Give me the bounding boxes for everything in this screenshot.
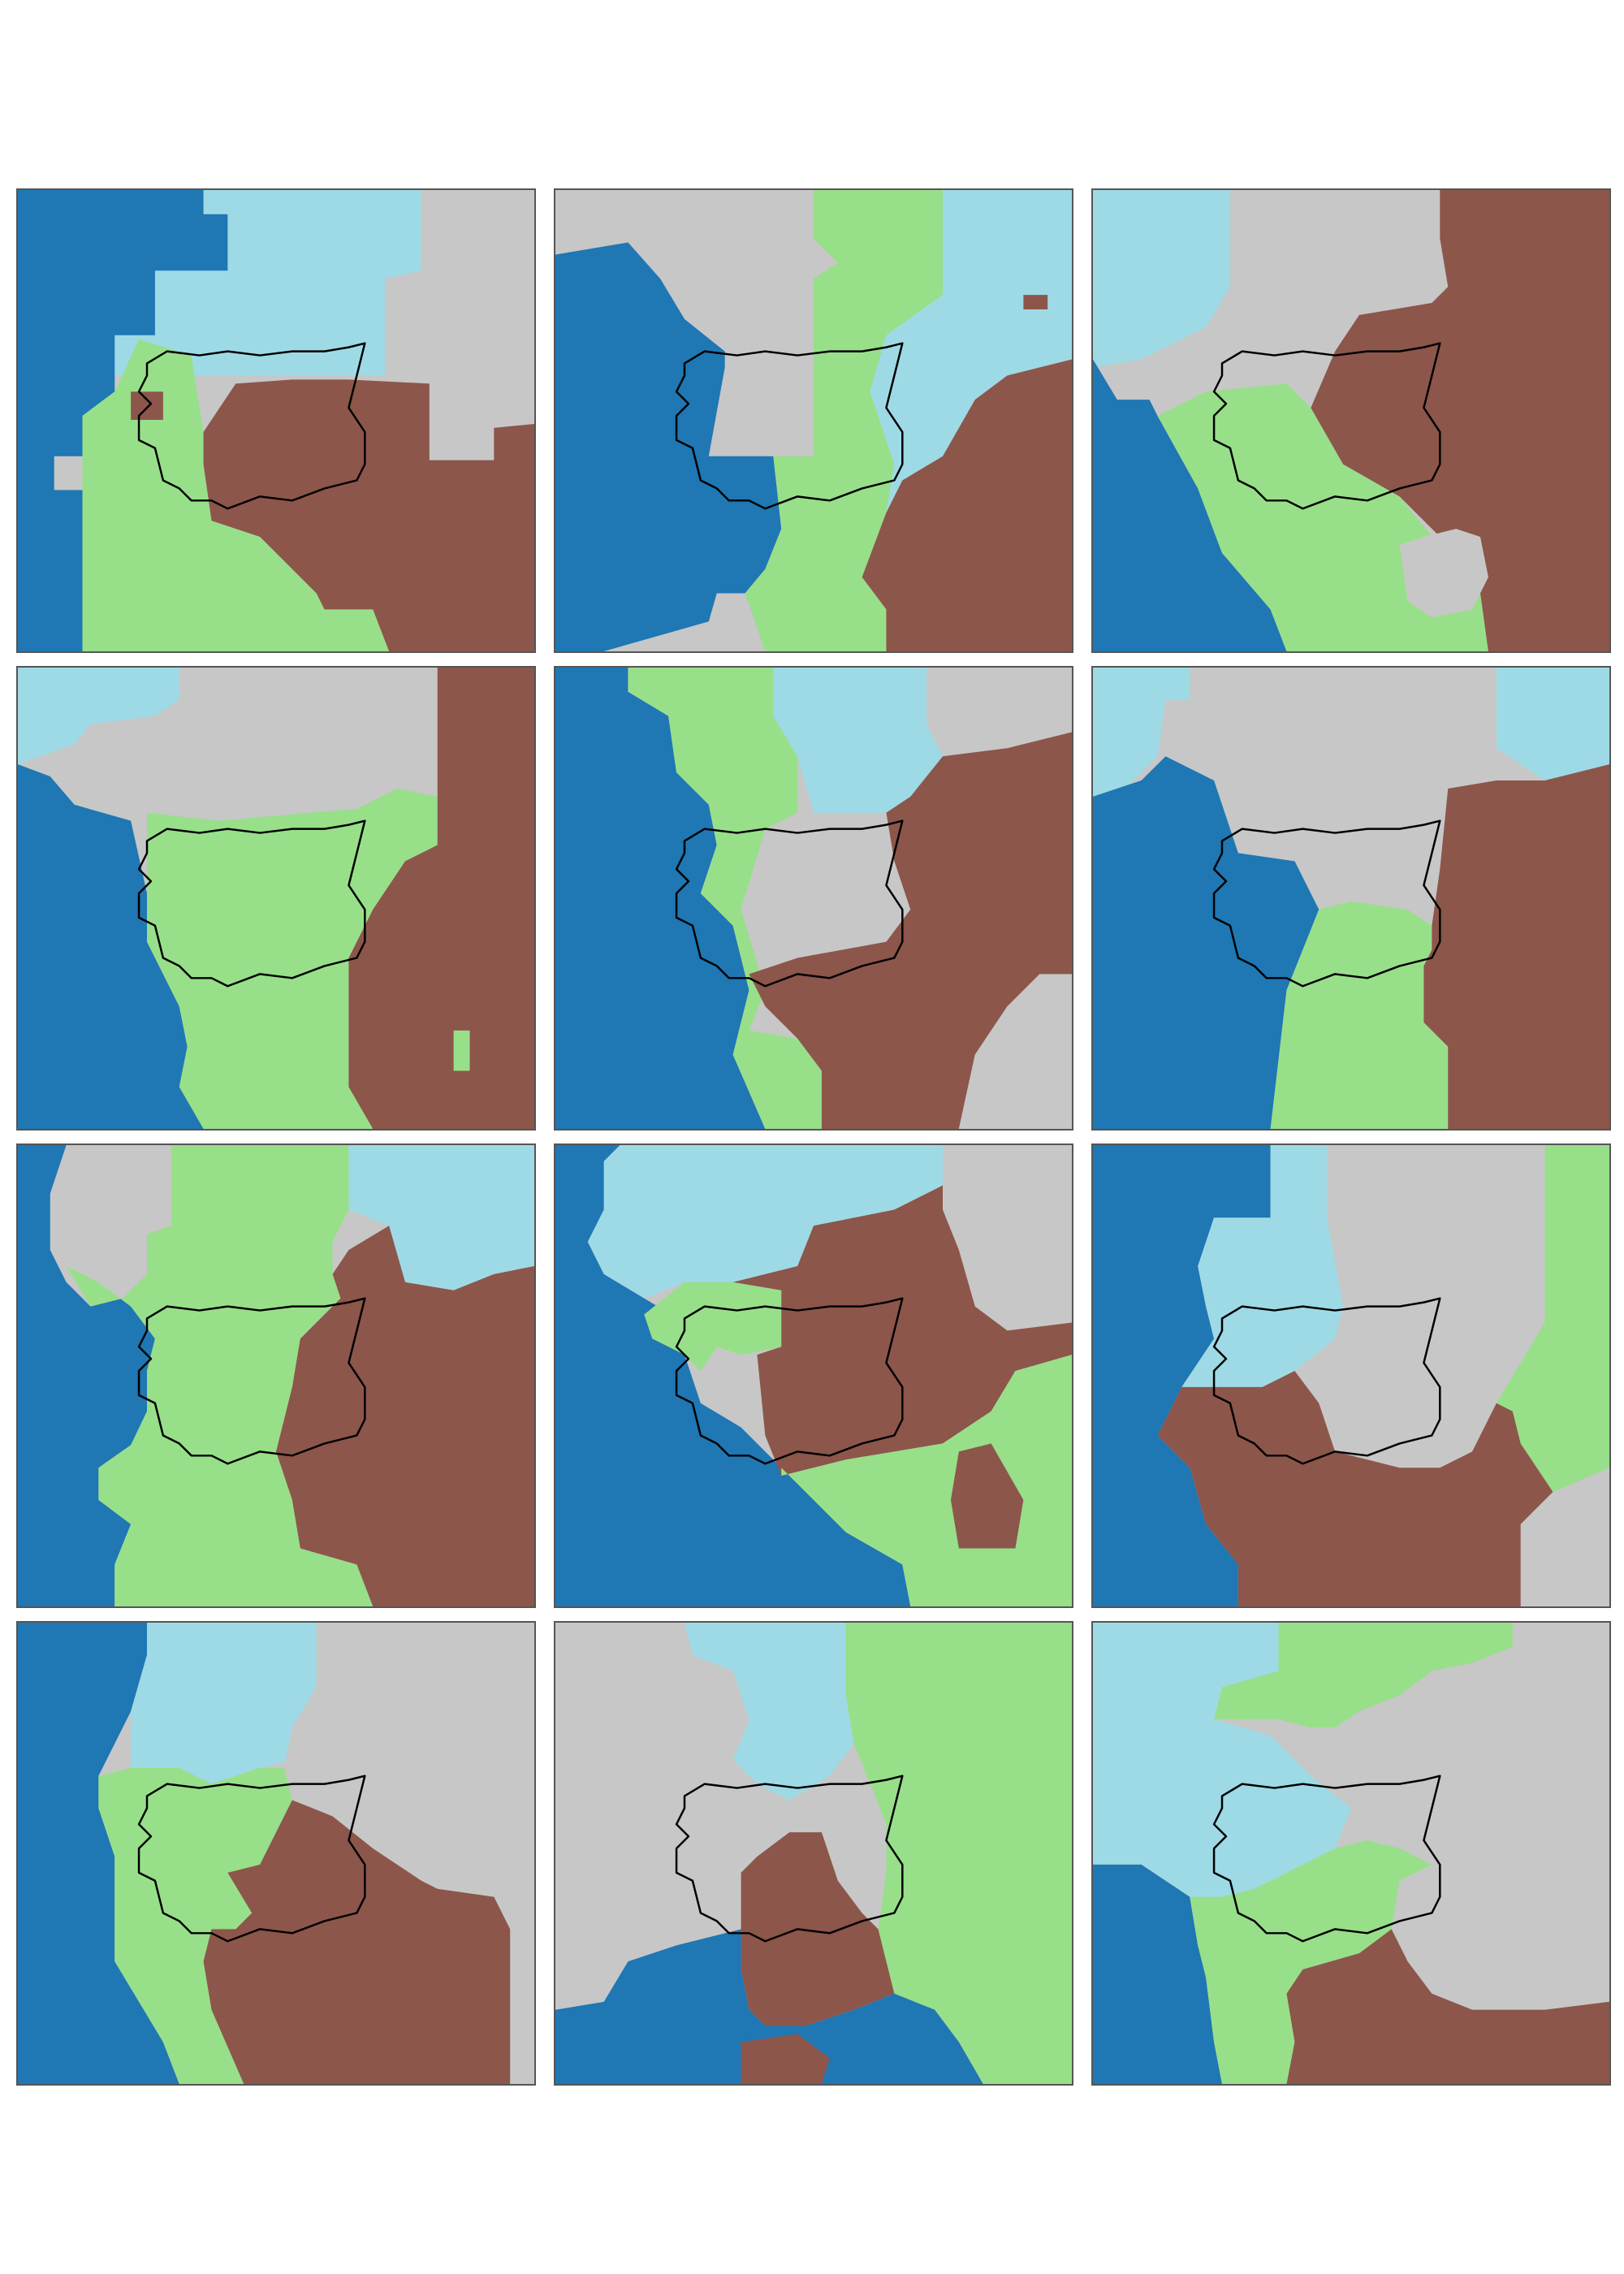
region-boundary-outline: [1212, 1775, 1441, 1943]
region-boundary-outline: [675, 1775, 904, 1943]
map-canvas-7: [18, 1145, 534, 1606]
cluster-region-light-blue-1: [18, 668, 179, 765]
cluster-region-brown-6: [131, 391, 163, 421]
map-canvas-2: [555, 190, 1072, 651]
map-panel-7: [16, 1143, 536, 1608]
map-canvas-8: [555, 1145, 1072, 1606]
cluster-region-gray-5: [1520, 1468, 1609, 1606]
cluster-region-brown-5: [203, 379, 534, 651]
cluster-region-green-4: [1496, 1145, 1609, 1492]
map-canvas-12: [1093, 1623, 1609, 2084]
cluster-region-brown-5: [732, 1185, 1072, 1476]
cluster-region-dark-blue-1: [555, 242, 782, 651]
cluster-region-green-4: [98, 1767, 292, 2084]
map-panel-11: [554, 1621, 1073, 2086]
cluster-region-brown-4: [348, 668, 534, 1129]
cluster-region-green-2: [1214, 1623, 1513, 1728]
cluster-region-brown-6: [1286, 1929, 1609, 2084]
region-boundary-outline: [1212, 819, 1441, 988]
cluster-region-gray-3: [385, 190, 534, 460]
cluster-region-dark-blue-4: [555, 1929, 983, 2084]
cluster-region-light-blue-1: [1093, 668, 1190, 797]
cluster-region-dark-blue-4: [1093, 1864, 1222, 2084]
map-canvas-6: [1093, 668, 1609, 1129]
cluster-region-dark-blue-1: [18, 1145, 155, 1606]
cluster-region-brown-5: [1023, 295, 1048, 309]
map-canvas-4: [18, 668, 534, 1129]
region-boundary-outline: [675, 342, 904, 510]
cluster-region-brown-4: [749, 732, 1072, 1129]
cluster-region-gray-3: [1351, 1623, 1609, 2010]
cluster-region-light-blue-3: [870, 190, 1072, 513]
map-panel-3: [1091, 188, 1611, 653]
cluster-region-light-blue-2: [131, 1623, 317, 1784]
cluster-region-brown-5: [276, 1226, 534, 1606]
cluster-region-green-4: [1270, 901, 1449, 1129]
map-panel-10: [16, 1621, 536, 2086]
cluster-region-light-blue-1: [1093, 190, 1230, 368]
cluster-region-dark-blue-1: [555, 668, 766, 1129]
cluster-region-gray-3: [283, 1623, 534, 2084]
cluster-region-green-2: [628, 668, 822, 1129]
cluster-region-brown-5: [203, 1800, 511, 2084]
region-boundary-outline: [137, 1775, 366, 1943]
cluster-region-dark-blue-2: [1093, 359, 1287, 651]
cluster-region-brown-3: [741, 1832, 895, 2026]
cluster-region-brown-4: [862, 359, 1072, 651]
cluster-region-light-blue-1: [1093, 1623, 1351, 1897]
cluster-region-light-blue-1: [685, 1623, 854, 1801]
cluster-region-gray-5: [1399, 529, 1488, 618]
map-panel-9: [1091, 1143, 1611, 1608]
region-boundary-outline: [675, 1297, 904, 1465]
cluster-region-dark-blue-1: [18, 1623, 179, 2084]
map-canvas-1: [18, 190, 534, 651]
region-boundary-outline: [1212, 1297, 1441, 1465]
map-canvas-9: [1093, 1145, 1609, 1606]
cluster-region-dark-blue-2: [18, 764, 220, 1129]
cluster-region-green-2: [845, 1623, 1072, 2084]
map-panel-1: [16, 188, 536, 653]
cluster-region-gray-6: [555, 1623, 790, 2010]
region-boundary-outline: [137, 342, 366, 510]
cluster-region-dark-blue-2: [555, 1145, 911, 1606]
map-panel-8: [554, 1143, 1073, 1608]
map-panel-6: [1091, 666, 1611, 1131]
cluster-region-gray-3: [1294, 1145, 1545, 1468]
cluster-region-brown-5: [1423, 764, 1609, 1129]
cluster-region-brown-6: [1157, 1371, 1553, 1606]
cluster-region-dark-blue-1: [1093, 1145, 1271, 1606]
cluster-region-green-5: [453, 1030, 470, 1071]
region-boundary-outline: [675, 819, 904, 988]
cluster-region-brown-4: [1311, 190, 1609, 651]
cluster-region-green-3: [66, 1145, 374, 1606]
cluster-region-light-blue-2: [1496, 668, 1609, 781]
cluster-region-brown-5: [741, 2034, 830, 2084]
cluster-region-gray-5: [958, 990, 1065, 1129]
region-boundary-outline: [137, 819, 366, 988]
cluster-region-green-3: [147, 788, 438, 1129]
map-panel-2: [554, 188, 1073, 653]
cluster-region-green-2: [745, 190, 943, 651]
region-boundary-outline: [1212, 342, 1441, 510]
cluster-region-light-blue-1: [587, 1145, 943, 1299]
map-canvas-10: [18, 1623, 534, 2084]
map-canvas-11: [555, 1623, 1072, 2084]
map-panel-4: [16, 666, 536, 1131]
region-boundary-outline: [137, 1297, 366, 1465]
cluster-region-light-blue-3: [773, 668, 943, 813]
cluster-region-dark-blue-3: [1093, 756, 1320, 1129]
cluster-region-gray-3: [943, 1145, 1072, 1331]
cluster-region-brown-7: [950, 1443, 1024, 1549]
map-canvas-5: [555, 668, 1072, 1129]
cluster-region-gray-2: [50, 1145, 171, 1307]
map-canvas-3: [1093, 190, 1609, 651]
cluster-region-green-5: [1190, 1840, 1432, 2084]
map-panel-12: [1091, 1621, 1611, 2086]
map-panel-5: [554, 666, 1073, 1131]
cluster-region-dark-blue-2: [18, 190, 228, 651]
cluster-region-light-blue-4: [348, 1145, 534, 1290]
